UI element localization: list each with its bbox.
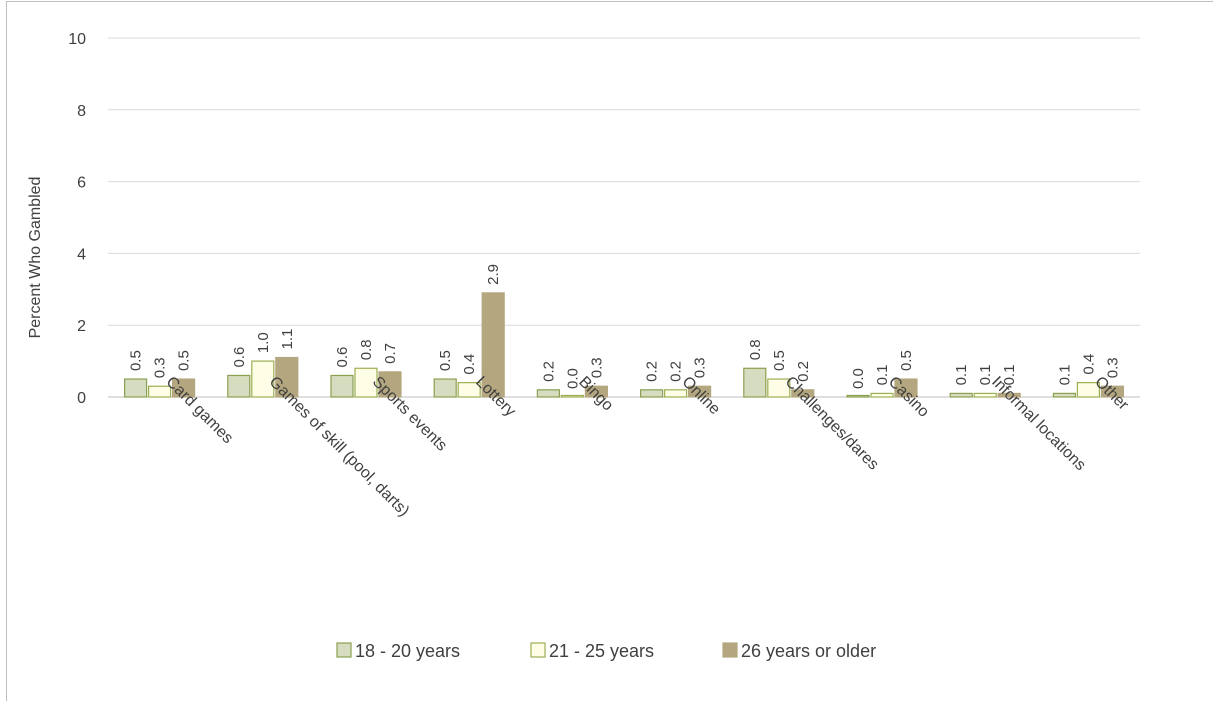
data-label: 0.2 xyxy=(795,361,812,382)
data-label: 0.8 xyxy=(358,339,375,360)
data-label: 0.2 xyxy=(668,361,685,382)
x-category-label: Bingo xyxy=(575,373,616,414)
data-label: 1.1 xyxy=(279,329,296,350)
bar xyxy=(894,378,918,398)
data-label: 0.1 xyxy=(1001,365,1018,386)
y-tick-label: 8 xyxy=(77,103,86,120)
data-label: 0.5 xyxy=(128,350,145,371)
bar xyxy=(743,367,767,398)
legend-label: 21 - 25 years xyxy=(549,641,654,661)
data-label: 0.0 xyxy=(850,368,867,389)
bar xyxy=(687,385,712,398)
bar xyxy=(663,389,688,398)
bar xyxy=(433,378,457,398)
data-label: 0.1 xyxy=(1056,365,1073,386)
x-category-label: Informal locations xyxy=(988,373,1089,474)
data-label: 0.6 xyxy=(334,347,351,368)
legend-swatch xyxy=(530,642,546,658)
y-tick-label: 6 xyxy=(77,175,86,192)
bar xyxy=(123,378,148,398)
bar xyxy=(584,385,609,398)
y-axis-ticks: 0 2 4 6 8 10 xyxy=(68,31,86,407)
bar xyxy=(378,371,402,398)
bar xyxy=(639,389,664,398)
bars xyxy=(123,292,1125,398)
bar xyxy=(846,394,870,398)
data-label: 0.3 xyxy=(1104,357,1121,378)
chart-frame xyxy=(6,1,1213,701)
data-label: 0.3 xyxy=(588,357,605,378)
legend-label: 18 - 20 years xyxy=(355,641,460,661)
bar xyxy=(275,356,299,398)
legend-label: 26 years or older xyxy=(741,641,876,661)
bar xyxy=(1076,382,1101,398)
y-axis-title: Percent Who Gambled xyxy=(27,177,44,339)
data-label: 0.5 xyxy=(771,350,788,371)
bar xyxy=(354,367,378,398)
data-label: 0.4 xyxy=(1080,354,1097,375)
data-label: 0.8 xyxy=(747,339,764,360)
data-label: 0.7 xyxy=(382,343,399,364)
data-label: 0.6 xyxy=(231,347,248,368)
data-label: 0.3 xyxy=(152,357,169,378)
y-tick-label: 4 xyxy=(77,246,86,263)
bar xyxy=(1100,385,1125,398)
bar xyxy=(172,378,196,398)
bar xyxy=(148,385,172,398)
bar xyxy=(870,392,894,398)
y-tick-label: 10 xyxy=(68,31,86,48)
x-category-label: Card games xyxy=(163,373,237,447)
bar xyxy=(457,382,481,398)
bar xyxy=(767,378,791,398)
data-label: 1.0 xyxy=(255,332,272,353)
data-label: 2.9 xyxy=(485,264,502,285)
bar xyxy=(481,292,505,398)
y-tick-label: 0 xyxy=(77,390,86,407)
legend-swatch xyxy=(722,642,738,658)
data-label: 0.0 xyxy=(564,368,581,389)
bar xyxy=(997,392,1021,398)
data-label: 0.1 xyxy=(874,365,891,386)
data-labels: 0.5 0.3 0.5 0.6 1.0 1.1 0.6 0.8 0.7 0.5 0.4 2.9 0.2 0… xyxy=(128,264,1122,389)
bar xyxy=(251,360,275,398)
data-label: 0.2 xyxy=(644,361,661,382)
legend-swatch xyxy=(336,642,352,658)
y-tick-label: 2 xyxy=(77,318,86,335)
data-label: 0.1 xyxy=(953,365,970,386)
legend: 18 - 20 years 21 - 25 years 26 years or ol… xyxy=(336,641,876,661)
bar xyxy=(949,392,973,398)
bar xyxy=(330,374,354,398)
data-label: 0.5 xyxy=(176,350,193,371)
data-label: 0.5 xyxy=(898,350,915,371)
bar xyxy=(560,394,585,398)
bar xyxy=(536,389,561,398)
bar xyxy=(791,389,815,398)
data-label: 0.1 xyxy=(977,365,994,386)
bar xyxy=(227,374,251,398)
bar xyxy=(1052,392,1077,398)
data-label: 0.3 xyxy=(692,357,709,378)
data-label: 0.5 xyxy=(437,350,454,371)
bar xyxy=(973,392,997,398)
data-label: 0.4 xyxy=(461,354,478,375)
data-label: 0.2 xyxy=(540,361,557,382)
